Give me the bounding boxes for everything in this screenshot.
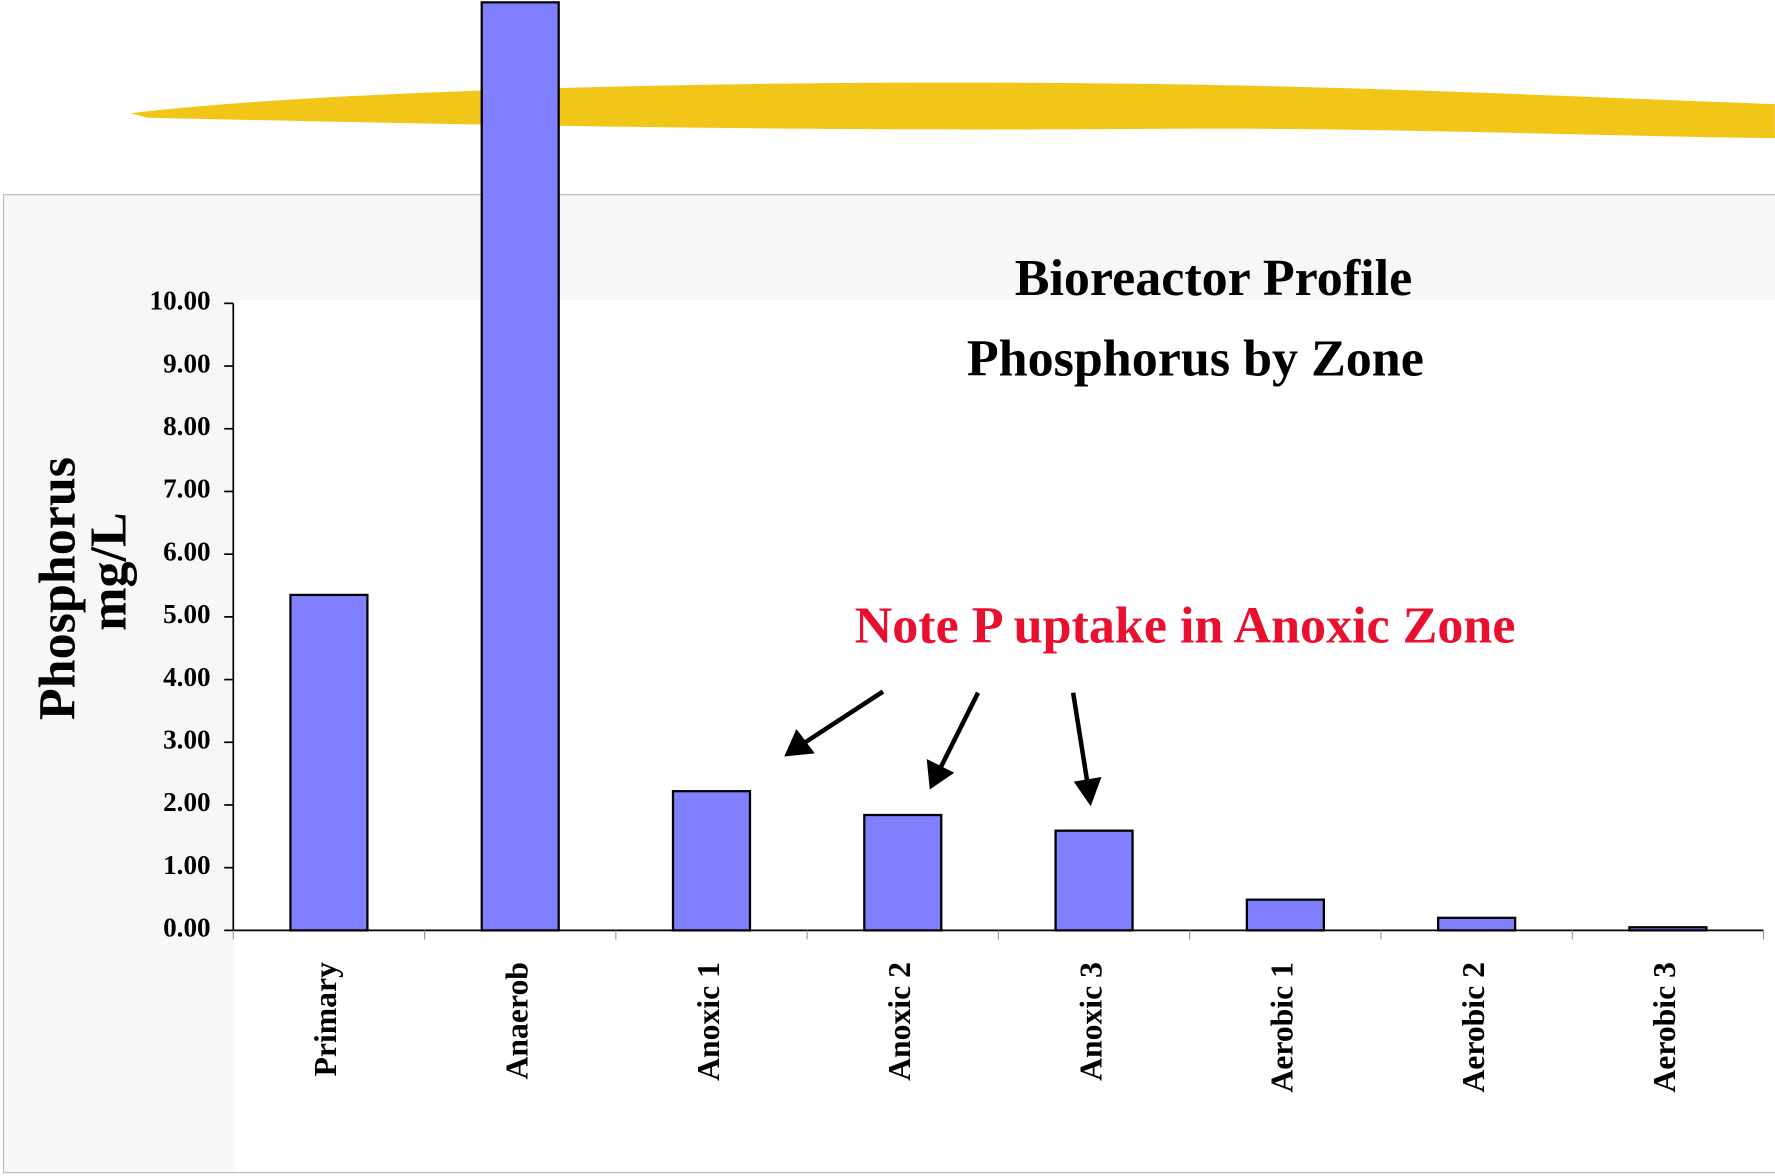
x-tick-label: Anaerob — [499, 962, 534, 1079]
chart-title: Bioreactor Profile — [1015, 250, 1412, 307]
plot: 0.00 1.00 2.00 3.00 4.00 5.00 6.00 7.00 8.00 9.00… — [150, 1, 1765, 1093]
bar — [1245, 898, 1325, 932]
x-tick-label: Anoxic 2 — [882, 962, 917, 1081]
y-axis-label: mg/L — [80, 512, 137, 631]
y-tick-label: 9.00 — [163, 348, 211, 378]
arrow-head — [926, 759, 955, 790]
arrow-head — [784, 729, 815, 757]
bar — [1437, 916, 1517, 932]
x-tick-label: Anoxic 3 — [1073, 962, 1108, 1081]
arrows — [784, 689, 1102, 807]
y-tick-label: 10.00 — [150, 286, 211, 316]
y-tick-label: 0.00 — [163, 913, 211, 943]
arrow — [1070, 692, 1091, 786]
bar — [1054, 829, 1134, 932]
y-tick-label: 8.00 — [163, 411, 211, 441]
arrow-head — [1073, 776, 1102, 807]
bar — [480, 1, 560, 932]
y-tick-label: 4.00 — [163, 662, 211, 692]
arrow — [800, 689, 885, 747]
y-tick-label: 5.00 — [163, 599, 211, 629]
brush-stroke — [130, 82, 1775, 139]
y-tick-label: 7.00 — [163, 474, 211, 504]
x-tick-label: Aerobic 3 — [1647, 962, 1682, 1093]
x-tick-label: Aerobic 1 — [1265, 962, 1300, 1093]
chart-subtitle: Phosphorus by Zone — [967, 330, 1424, 387]
x-tick-label: Anoxic 1 — [691, 962, 726, 1081]
plot-area — [233, 299, 1775, 1172]
x-tick-label: Aerobic 2 — [1456, 962, 1491, 1093]
y-axis-label: Phosphorus — [29, 457, 86, 720]
y-tick-label: 6.00 — [163, 536, 211, 566]
x-tick-label: Primary — [308, 962, 343, 1077]
bar — [289, 593, 369, 932]
bar — [1628, 926, 1708, 932]
bar — [863, 813, 943, 932]
annotation: Note P uptake in Anoxic Zone — [855, 597, 1516, 654]
y-tick-label: 3.00 — [163, 725, 211, 755]
arrow — [937, 691, 981, 771]
y-tick-label: 2.00 — [163, 787, 211, 817]
y-tick-label: 1.00 — [163, 850, 211, 880]
bar — [671, 790, 752, 932]
